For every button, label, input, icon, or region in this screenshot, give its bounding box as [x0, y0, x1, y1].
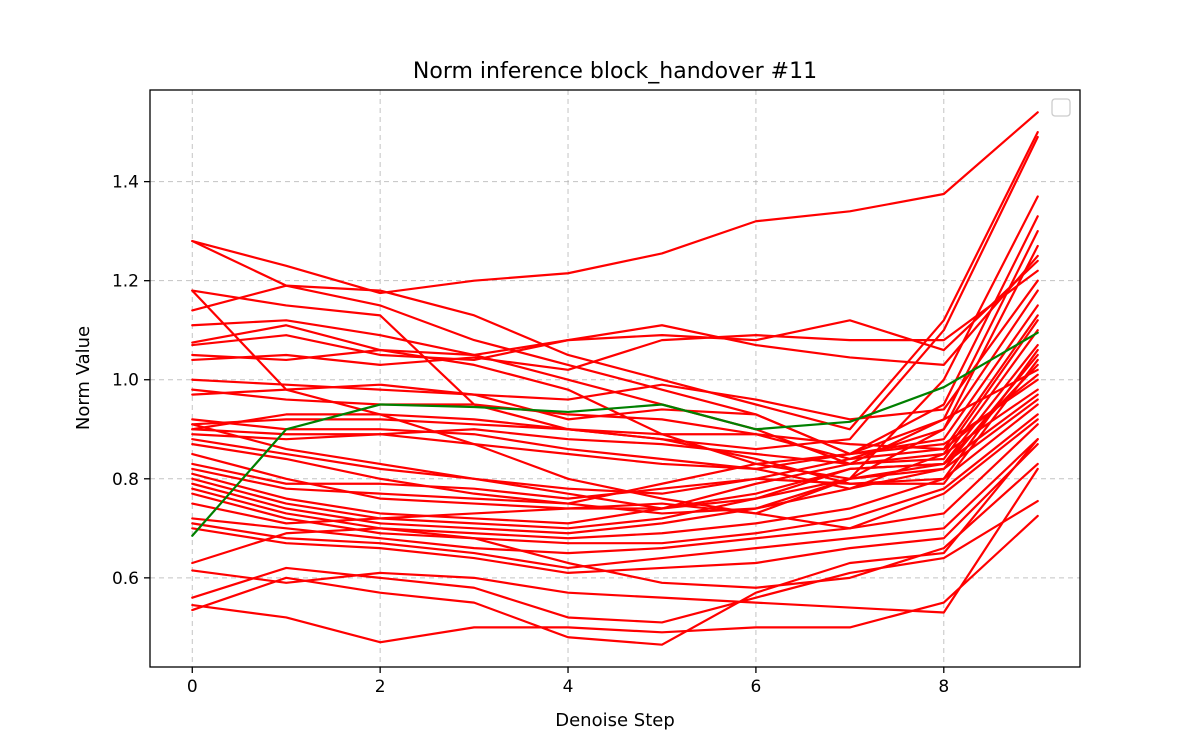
- series-line-31: [191, 462, 1039, 589]
- y-tick-label: 0.6: [112, 569, 139, 589]
- series-line-22: [191, 388, 1039, 525]
- series-line-33: [191, 499, 1039, 624]
- y-tick-label: 1.0: [112, 371, 139, 391]
- plot-frame: [149, 89, 1081, 668]
- chart-title: Norm inference block_handover #11: [413, 59, 817, 84]
- y-tick-label: 0.8: [112, 470, 139, 490]
- series-line-26: [191, 413, 1039, 545]
- series-line-29: [191, 438, 1039, 570]
- highlight-series-line: [191, 331, 1039, 537]
- series-line-34: [191, 514, 1039, 644]
- series-line-16: [191, 329, 1039, 466]
- series-line-10: [191, 269, 1039, 371]
- series-line-28: [191, 423, 1039, 555]
- series-line-8: [191, 254, 1039, 366]
- series-group: [191, 111, 1039, 646]
- series-line-2: [191, 131, 1039, 431]
- x-tick-label: 4: [563, 677, 574, 697]
- axis-ticks: 0 2 4 6 8 0.6 0.8 1.0 1.2 1.4: [112, 173, 949, 697]
- series-line-19: [191, 363, 1039, 510]
- y-axis-label: Norm Value: [73, 326, 94, 430]
- series-line-36: [191, 348, 1039, 485]
- series-line-32: [191, 467, 1039, 614]
- series-line-27: [191, 418, 1039, 530]
- series-line-21: [191, 378, 1039, 505]
- series-line-23: [191, 393, 1039, 530]
- series-line-15: [191, 319, 1039, 490]
- series-line-38: [191, 368, 1039, 470]
- series-line-14: [191, 314, 1039, 451]
- x-axis-label: Denoise Step: [555, 710, 675, 731]
- series-line-5: [191, 215, 1039, 456]
- series-line-30: [191, 443, 1039, 574]
- y-tick-label: 1.4: [112, 173, 139, 193]
- legend-box: [1051, 98, 1071, 117]
- grid: [150, 90, 1080, 667]
- x-tick-label: 8: [938, 677, 949, 697]
- series-line-1: [191, 111, 1039, 295]
- series-line-35: [191, 438, 1039, 646]
- x-tick-label: 2: [375, 677, 386, 697]
- series-line-24: [191, 398, 1039, 535]
- y-tick-label: 1.2: [112, 272, 139, 292]
- series-line-37: [191, 358, 1039, 495]
- series-line-9: [191, 259, 1039, 362]
- x-tick-label: 6: [750, 677, 761, 697]
- x-tick-label: 0: [187, 677, 198, 697]
- series-line-12: [191, 289, 1039, 461]
